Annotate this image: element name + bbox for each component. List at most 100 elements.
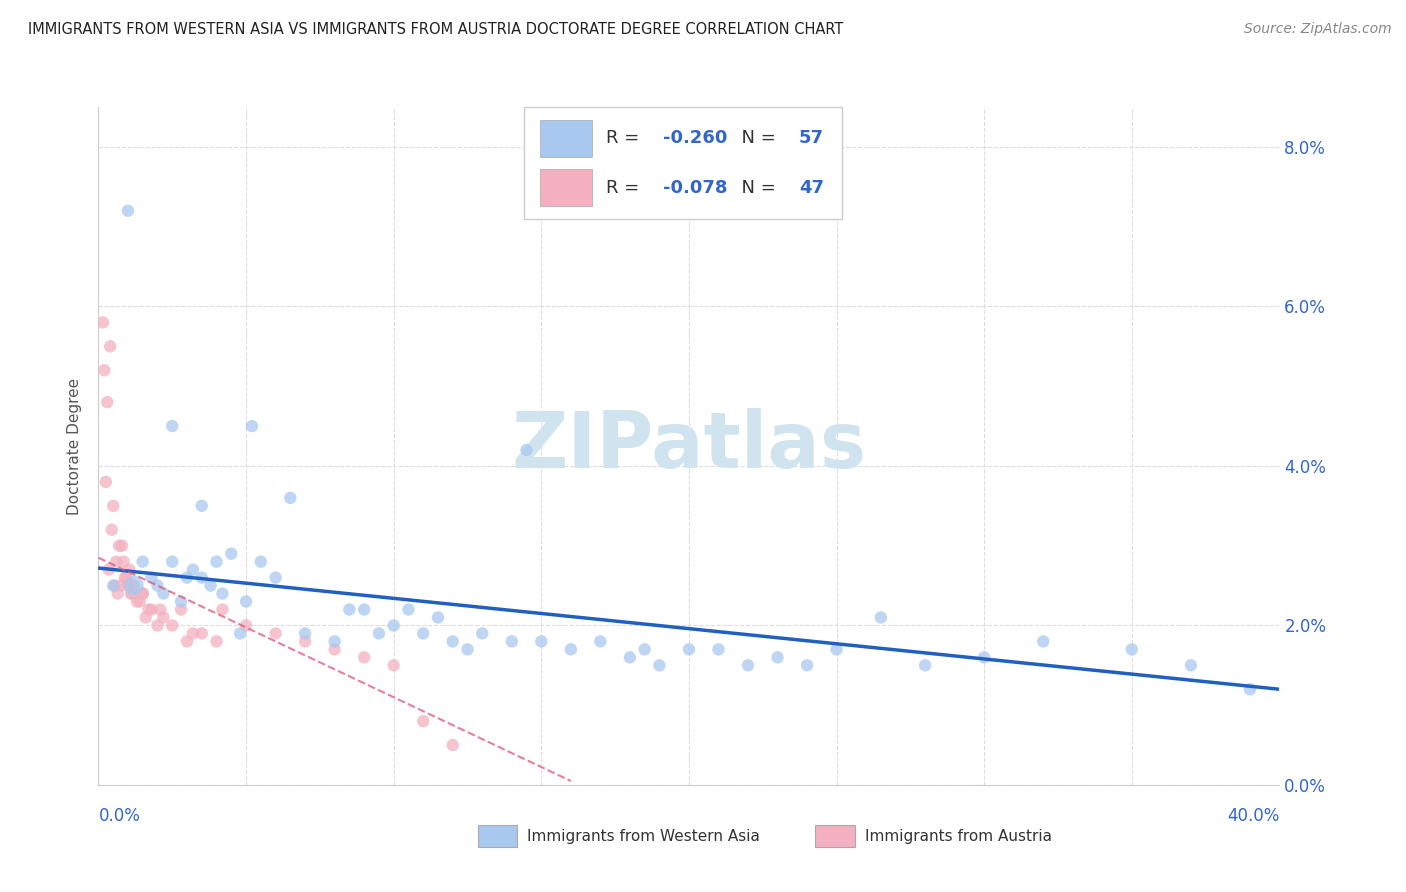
Point bbox=[103, 499, 125, 513]
Point bbox=[516, 442, 538, 457]
Point bbox=[250, 555, 273, 569]
Point bbox=[152, 610, 174, 624]
Text: -0.078: -0.078 bbox=[664, 178, 727, 197]
Point bbox=[91, 315, 114, 329]
Point bbox=[382, 658, 405, 673]
Point bbox=[589, 634, 612, 648]
Point bbox=[278, 491, 302, 505]
FancyBboxPatch shape bbox=[540, 169, 592, 206]
Point bbox=[396, 602, 419, 616]
Point bbox=[914, 658, 936, 673]
Point bbox=[110, 578, 132, 592]
Point bbox=[707, 642, 730, 657]
Point bbox=[294, 634, 316, 648]
Point bbox=[766, 650, 789, 665]
FancyBboxPatch shape bbox=[523, 107, 842, 219]
Point bbox=[141, 602, 163, 616]
Point bbox=[132, 586, 155, 600]
Point bbox=[100, 523, 122, 537]
Point bbox=[200, 578, 222, 592]
Point bbox=[1180, 658, 1202, 673]
Point bbox=[162, 618, 183, 632]
Point bbox=[176, 634, 198, 648]
Point bbox=[176, 571, 198, 585]
Point bbox=[427, 610, 450, 624]
Point bbox=[737, 658, 759, 673]
Point bbox=[205, 634, 228, 648]
Point bbox=[441, 738, 464, 752]
Text: Source: ZipAtlas.com: Source: ZipAtlas.com bbox=[1244, 22, 1392, 37]
Text: 57: 57 bbox=[799, 129, 824, 147]
Point bbox=[115, 571, 138, 585]
Point bbox=[825, 642, 848, 657]
Point bbox=[412, 714, 434, 728]
Point bbox=[138, 602, 160, 616]
Text: R =: R = bbox=[606, 129, 645, 147]
Point bbox=[125, 594, 148, 608]
Text: Immigrants from Western Asia: Immigrants from Western Asia bbox=[527, 830, 761, 844]
Point bbox=[648, 658, 671, 673]
Point bbox=[471, 626, 494, 640]
Point bbox=[240, 419, 263, 434]
Point bbox=[98, 339, 121, 353]
Point bbox=[97, 563, 120, 577]
Point bbox=[221, 547, 243, 561]
Point bbox=[294, 626, 316, 640]
Point bbox=[264, 626, 287, 640]
Point bbox=[501, 634, 523, 648]
Point bbox=[264, 571, 287, 585]
Point bbox=[191, 626, 214, 640]
Point bbox=[117, 578, 139, 592]
Point bbox=[96, 395, 118, 409]
Text: -0.260: -0.260 bbox=[664, 129, 727, 147]
Point bbox=[1032, 634, 1054, 648]
Point bbox=[122, 578, 145, 592]
Point bbox=[107, 586, 129, 600]
Point bbox=[211, 586, 233, 600]
Point bbox=[353, 650, 375, 665]
Point bbox=[152, 586, 174, 600]
Point bbox=[93, 363, 115, 377]
Point bbox=[111, 539, 134, 553]
Point bbox=[191, 571, 214, 585]
Point bbox=[118, 563, 141, 577]
Point bbox=[121, 586, 143, 600]
Point bbox=[1239, 682, 1261, 697]
Point bbox=[103, 578, 125, 592]
Point bbox=[122, 578, 145, 592]
Point bbox=[796, 658, 818, 673]
Point bbox=[170, 602, 193, 616]
Text: ZIPatlas: ZIPatlas bbox=[512, 408, 866, 484]
Point bbox=[108, 539, 131, 553]
Point bbox=[120, 586, 142, 600]
Point bbox=[211, 602, 233, 616]
Text: IMMIGRANTS FROM WESTERN ASIA VS IMMIGRANTS FROM AUSTRIA DOCTORATE DEGREE CORRELA: IMMIGRANTS FROM WESTERN ASIA VS IMMIGRAN… bbox=[28, 22, 844, 37]
Point bbox=[135, 610, 157, 624]
Point bbox=[105, 555, 128, 569]
Point bbox=[104, 578, 127, 592]
Point bbox=[323, 642, 346, 657]
Point bbox=[141, 571, 163, 585]
Point bbox=[412, 626, 434, 640]
Point bbox=[530, 634, 553, 648]
Point bbox=[132, 555, 155, 569]
Text: 0.0%: 0.0% bbox=[98, 807, 141, 825]
Point bbox=[678, 642, 700, 657]
Point bbox=[149, 602, 172, 616]
Point bbox=[353, 602, 375, 616]
Point bbox=[181, 563, 204, 577]
Point bbox=[633, 642, 655, 657]
Text: N =: N = bbox=[730, 178, 782, 197]
Point bbox=[94, 475, 117, 489]
Point bbox=[128, 594, 150, 608]
Point bbox=[339, 602, 360, 616]
Text: 40.0%: 40.0% bbox=[1227, 807, 1279, 825]
Point bbox=[114, 571, 136, 585]
Point bbox=[162, 419, 183, 434]
Point bbox=[382, 618, 405, 632]
Text: Immigrants from Austria: Immigrants from Austria bbox=[865, 830, 1052, 844]
Point bbox=[235, 594, 257, 608]
Point bbox=[368, 626, 391, 640]
Point bbox=[869, 610, 891, 624]
Point bbox=[132, 586, 155, 600]
